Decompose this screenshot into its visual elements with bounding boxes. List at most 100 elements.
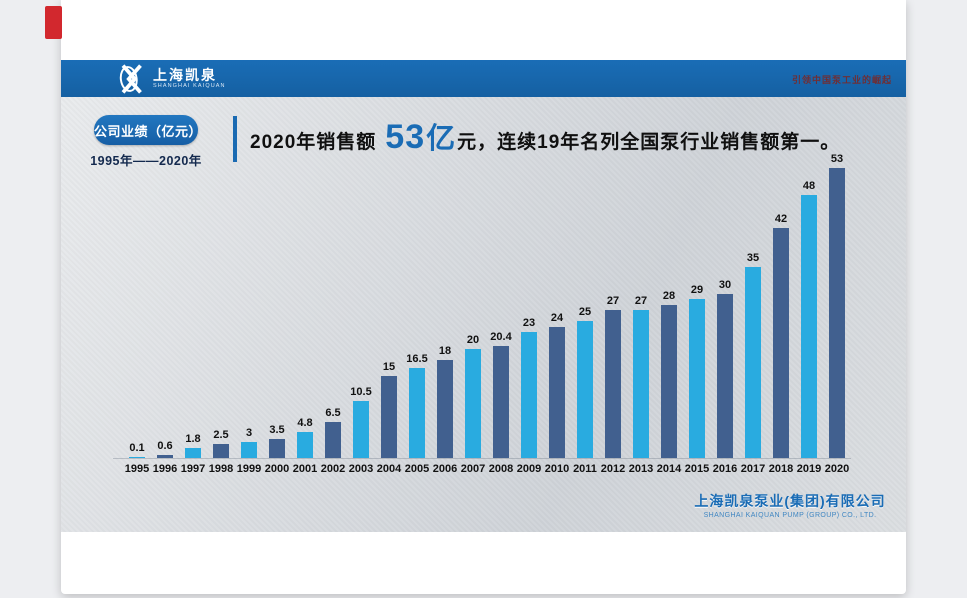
bar	[745, 267, 761, 458]
bar-year-label: 2001	[292, 463, 318, 475]
bar-year-label: 2014	[656, 463, 682, 475]
header-band: 上海凯泉 SHANGHAI KAIQUAN 引领中国泵工业的崛起	[61, 60, 906, 97]
bar	[241, 442, 257, 458]
bar-year-label: 1998	[208, 463, 234, 475]
bar-value-label: 23	[522, 317, 536, 329]
bar	[437, 360, 453, 458]
company-name-en: SHANGHAI KAIQUAN PUMP (GROUP) CO., LTD.	[703, 511, 877, 519]
year-range-label: 1995年——2020年	[90, 154, 202, 168]
bar-column: 27	[599, 295, 627, 458]
bar-value-label: 20	[466, 334, 480, 346]
bar-column: 0.1	[123, 442, 151, 458]
headline: 2020年销售额 53 亿 元，连续19年名列全国泵行业销售额第一。	[250, 120, 840, 154]
bar-value-label: 30	[718, 279, 732, 291]
bar	[493, 346, 509, 458]
bar-year-label: 2000	[264, 463, 290, 475]
bar-year-label: 2013	[628, 463, 654, 475]
bar-year-label: 1997	[180, 463, 206, 475]
logo-text-cn: 上海凯泉	[153, 67, 217, 84]
slide-body-background	[61, 97, 906, 532]
headline-value: 53	[385, 118, 426, 156]
bar	[129, 457, 145, 458]
bar-year-label: 2006	[432, 463, 458, 475]
bar-year-label: 2008	[488, 463, 514, 475]
headline-prefix: 2020年销售额	[250, 132, 377, 153]
bar-value-label: 4.8	[297, 417, 313, 429]
bar-value-label: 35	[746, 252, 760, 264]
bar	[661, 305, 677, 458]
bar-column: 2.5	[207, 429, 235, 458]
bar-value-label: 18	[438, 345, 452, 357]
bar-column: 27	[627, 295, 655, 458]
bar-column: 18	[431, 345, 459, 458]
bar-column: 10.5	[347, 386, 375, 458]
bar-value-label: 20.4	[490, 331, 512, 343]
company-logo: 上海凯泉 SHANGHAI KAIQUAN	[116, 63, 226, 95]
bar-column: 0.6	[151, 440, 179, 458]
bar-column: 48	[795, 180, 823, 458]
bar-value-label: 3	[245, 427, 253, 439]
chart-title-badge: 公司业绩（亿元）	[94, 115, 202, 145]
bar-year-label: 2015	[684, 463, 710, 475]
bar	[157, 455, 173, 458]
bar-column: 1.8	[179, 433, 207, 458]
bar-year-label: 2004	[376, 463, 402, 475]
bar	[465, 349, 481, 458]
bar	[605, 310, 621, 458]
bar-column: 35	[739, 252, 767, 458]
bar-column: 20.4	[487, 331, 515, 458]
bar	[717, 294, 733, 458]
bar-value-label: 42	[774, 213, 788, 225]
headline-unit: 亿	[426, 123, 456, 155]
bar	[185, 448, 201, 458]
kaiquan-logo-icon	[116, 63, 146, 95]
bar-value-label: 48	[802, 180, 816, 192]
title-divider	[233, 116, 237, 162]
bar	[325, 422, 341, 458]
bar	[577, 321, 593, 458]
bar-year-label: 2007	[460, 463, 486, 475]
bar-year-label: 2020	[824, 463, 850, 475]
logo-text-en: SHANGHAI KAIQUAN	[153, 83, 226, 90]
bar	[633, 310, 649, 458]
bar	[549, 327, 565, 458]
bar-year-label: 2011	[573, 463, 597, 475]
bar-column: 6.5	[319, 407, 347, 458]
bar-column: 28	[655, 290, 683, 458]
bar-year-label: 2002	[320, 463, 346, 475]
bar-value-label: 27	[606, 295, 620, 307]
bar	[773, 228, 789, 458]
bar	[829, 168, 845, 458]
bar-chart: 0.1 1995 0.6 1996 1.8 1997 2.5 1998 3 1999 3.5 2000…	[61, 0, 906, 594]
company-name-cn: 上海凯泉泵业(集团)有限公司	[694, 493, 886, 509]
bar-value-label: 29	[690, 284, 704, 296]
bar-value-label: 10.5	[350, 386, 372, 398]
bar	[381, 376, 397, 458]
bar-value-label: 0.6	[157, 440, 173, 452]
bar-year-label: 1999	[236, 463, 262, 475]
bar-value-label: 25	[578, 306, 592, 318]
bar-year-label: 2016	[712, 463, 738, 475]
bar-column: 42	[767, 213, 795, 458]
bar-column: 53	[823, 153, 851, 458]
bar-column: 25	[571, 306, 599, 458]
bar-column: 3.5	[263, 424, 291, 458]
bar-value-label: 24	[550, 312, 564, 324]
bar-column: 29	[683, 284, 711, 458]
bar-value-label: 28	[662, 290, 676, 302]
bar-year-label: 2019	[796, 463, 822, 475]
company-signature: 上海凯泉泵业(集团)有限公司 SHANGHAI KAIQUAN PUMP (GR…	[630, 493, 950, 520]
bar-column: 3	[235, 427, 263, 458]
bar	[213, 444, 229, 458]
headline-suffix: 元，连续19年名列全国泵行业销售额第一。	[457, 132, 841, 153]
bar-year-label: 2010	[544, 463, 570, 475]
bar	[353, 401, 369, 458]
bar-value-label: 53	[830, 153, 844, 165]
presentation-slide: 上海凯泉 SHANGHAI KAIQUAN 引领中国泵工业的崛起 公司业绩（亿元…	[61, 0, 906, 594]
bar-value-label: 6.5	[325, 407, 341, 419]
corner-tab	[45, 6, 62, 39]
bar-year-label: 2012	[600, 463, 626, 475]
bar-year-label: 1996	[152, 463, 178, 475]
header-slogan: 引领中国泵工业的崛起	[791, 75, 892, 85]
